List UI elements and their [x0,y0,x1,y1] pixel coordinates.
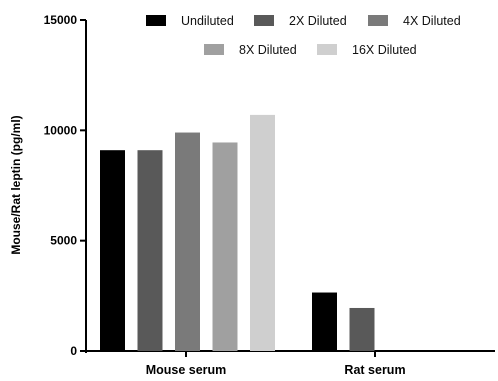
y-tick-label: 5000 [50,234,77,248]
bar-mouse-0 [100,150,125,351]
legend-swatch [317,44,337,55]
x-category-label: Mouse serum [146,363,227,377]
legend-label: 16X Diluted [352,43,417,57]
legend-swatch [368,15,388,26]
x-axis: Mouse serum Rat serum [85,350,495,377]
bar-rat-1 [349,307,375,351]
legend-item: 2X Diluted [254,14,347,28]
legend-swatch [254,15,274,26]
bar-mouse-2 [175,132,200,351]
bar-rat-0 [312,292,337,351]
y-tick-label: 0 [70,344,77,358]
legend-label: 4X Diluted [403,14,461,28]
legend-swatch [204,44,224,55]
bars [100,114,375,352]
legend-item: 8X Diluted [204,43,297,57]
bar-mouse-4 [250,114,275,352]
x-category-label: Rat serum [344,363,405,377]
y-axis: 0 5000 10000 15000 [44,13,87,358]
legend-label: 8X Diluted [239,43,297,57]
legend-item: Undiluted [146,14,234,28]
legend: Undiluted 2X Diluted 4X Diluted 8X Diluted 1… [146,14,461,57]
legend-swatch [146,15,166,26]
legend-label: 2X Diluted [289,14,347,28]
bar-mouse-3 [212,142,238,351]
y-axis-label: Mouse/Rat leptin (pg/ml) [9,115,23,254]
bar-mouse-1 [137,150,163,351]
legend-item: 4X Diluted [368,14,461,28]
y-tick-label: 15000 [44,13,78,27]
y-tick-label: 10000 [44,123,78,137]
legend-label: Undiluted [181,14,234,28]
legend-item: 16X Diluted [317,43,417,57]
